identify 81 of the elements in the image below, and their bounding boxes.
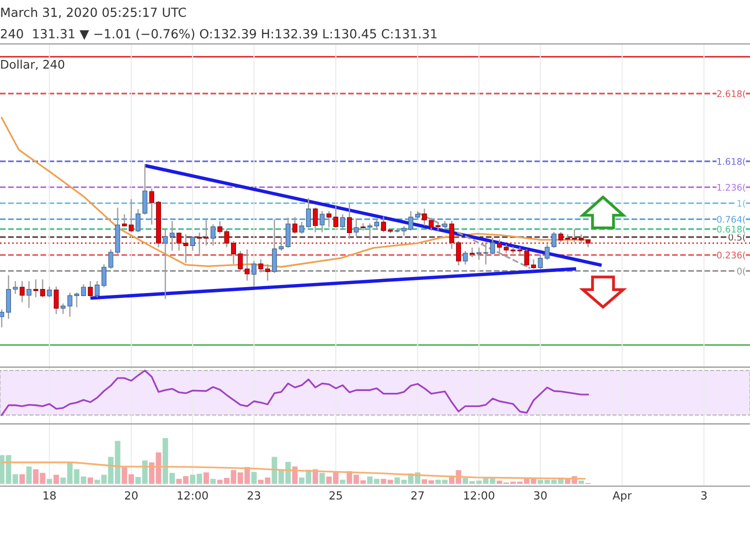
y-tick-label: 1.236(: [717, 184, 746, 192]
candlestick: [102, 264, 106, 288]
candlestick: [176, 232, 182, 251]
y-tick-label: 0.5(: [728, 234, 746, 242]
x-tick-label: 18: [44, 491, 56, 500]
y-tick-label: 0(: [737, 268, 746, 276]
candlestick: [496, 239, 502, 252]
x-tick-label: 30: [534, 491, 547, 500]
bar: [210, 478, 216, 484]
y-tick-label: 0.618(: [717, 226, 746, 234]
candlestick: [456, 240, 461, 266]
candlestick: [94, 281, 100, 298]
candlestick: [462, 251, 468, 265]
candlestick: [136, 209, 141, 232]
candlestick: [231, 240, 236, 264]
candlestick: [20, 281, 25, 302]
bar: [19, 474, 25, 484]
candlestick: [142, 164, 148, 215]
candlestick: [299, 222, 304, 234]
candlestick: [394, 229, 400, 232]
candlestick: [88, 281, 93, 298]
candlestick: [128, 199, 134, 232]
candlestick: [190, 236, 196, 251]
x-tick-label: 3: [701, 491, 707, 500]
candlestick: [122, 214, 127, 227]
x-tick-label: 12:00: [178, 491, 208, 500]
annotation: Dollar, 240: [1, 60, 64, 70]
candlestick: [60, 303, 66, 314]
candlestick: [388, 228, 393, 234]
bar: [251, 472, 257, 484]
bar: [54, 474, 59, 484]
x-tick-label: 12:00: [464, 491, 494, 500]
bar: [204, 472, 209, 484]
candlestick: [381, 216, 386, 232]
bar: [340, 480, 346, 484]
candlestick: [286, 218, 291, 248]
x-tick-label: 20: [124, 491, 138, 500]
candlestick: [552, 232, 556, 248]
candlestick: [6, 275, 11, 319]
y-tick-label: 1(: [738, 200, 746, 208]
x-tick-label: Apr: [612, 491, 632, 502]
bar: [26, 466, 32, 484]
bar: [319, 472, 325, 484]
candlestick: [272, 219, 277, 273]
x-tick-label: 23: [248, 491, 260, 500]
y-tick-label: 0.764(: [717, 216, 746, 224]
candlestick: [196, 232, 202, 254]
candlestick: [81, 284, 86, 296]
candlestick: [149, 188, 154, 225]
candlestick: [0, 309, 4, 328]
candlestick: [320, 211, 325, 232]
candlestick: [210, 224, 216, 246]
y-tick-label: 2.618(: [717, 90, 746, 98]
candlestick: [292, 216, 298, 234]
candlestick: [183, 234, 188, 263]
candlestick: [340, 214, 346, 229]
candlestick: [449, 221, 454, 249]
candlestick: [333, 206, 338, 228]
candlestick: [346, 203, 352, 239]
candlestick: [12, 281, 18, 294]
candlestick: [46, 286, 52, 298]
candlestick: [306, 198, 311, 228]
text: March 31, 2020 05:25:17 UTC: [1, 7, 186, 18]
candlestick: [428, 218, 434, 231]
y-tick-label: 0.236(: [717, 252, 746, 260]
text: 240 131.31 ▼ −1.01 (−0.76%) O:132.39 H:132.39 L:130.45 C:131.31: [0, 28, 437, 40]
candlestick: [476, 248, 482, 260]
candlestick: [312, 208, 318, 232]
bar: [578, 480, 584, 484]
bar: [88, 477, 94, 484]
y-tick-label: 1.618(: [717, 158, 746, 166]
candlestick: [54, 286, 59, 314]
x-tick-label: 25: [330, 491, 342, 500]
candlestick: [470, 248, 475, 258]
candlestick: [326, 211, 332, 228]
candlestick: [572, 229, 577, 242]
x-tick-label: 27: [411, 491, 424, 500]
bar: [46, 478, 52, 484]
candlestick: [26, 281, 32, 308]
candlestick: [252, 261, 256, 286]
candlestick: [578, 234, 584, 244]
